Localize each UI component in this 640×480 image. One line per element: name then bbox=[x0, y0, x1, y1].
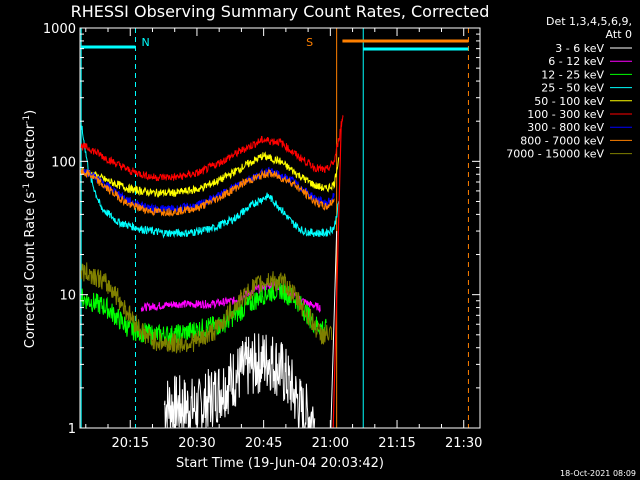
series-line-4 bbox=[80, 125, 340, 239]
y-tick-label: 100 bbox=[51, 155, 76, 170]
y-axis-label-mid: detector bbox=[23, 123, 38, 183]
series-line-8 bbox=[80, 168, 335, 218]
x-tick-label: 20:30 bbox=[178, 436, 215, 451]
series-line-5 bbox=[80, 151, 340, 198]
legend-label-4: 25 - 50 keV bbox=[541, 82, 604, 95]
legend-label-3: 12 - 25 keV bbox=[541, 68, 604, 81]
y-tick-label: 1 bbox=[68, 422, 76, 437]
plot-frame bbox=[79, 27, 481, 429]
y-axis-label-sup2: -1 bbox=[22, 115, 32, 124]
footer-timestamp: 18-Oct-2021 08:09 bbox=[560, 469, 636, 478]
flag-annotation-s: S bbox=[306, 36, 313, 49]
y-axis-label-sup1: -1 bbox=[22, 183, 32, 192]
x-tick-label: 20:15 bbox=[112, 436, 149, 451]
y-tick-label: 1000 bbox=[43, 22, 76, 37]
legend-label-7: 300 - 800 keV bbox=[527, 121, 604, 134]
flare-onset-spike bbox=[332, 121, 342, 429]
series-line-1 bbox=[163, 333, 316, 429]
legend-label-2: 6 - 12 keV bbox=[548, 55, 604, 68]
x-axis-label: Start Time (19-Jun-04 20:03:42) bbox=[176, 456, 384, 471]
series-line-9 bbox=[80, 262, 333, 354]
flag-annotation-n: N bbox=[141, 36, 149, 49]
series-line-6 bbox=[80, 114, 344, 182]
legend-label-9: 7000 - 15000 keV bbox=[506, 148, 604, 161]
flare-onset-spike-lowenergy bbox=[330, 231, 338, 429]
legend-label-8: 800 - 7000 keV bbox=[520, 134, 604, 147]
series-layer bbox=[80, 114, 344, 429]
y-tick-label: 10 bbox=[59, 289, 76, 304]
legend-header-line-1: Det 1,3,4,5,6,9, bbox=[546, 15, 632, 28]
x-tick-label: 21:15 bbox=[378, 436, 415, 451]
chart-title: RHESSI Observing Summary Count Rates, Co… bbox=[71, 2, 490, 21]
legend-header-line-2: Att 0 bbox=[606, 28, 632, 41]
y-axis-label: Corrected Count Rate (s-1 detector-1) bbox=[22, 110, 38, 348]
legend-label-5: 50 - 100 keV bbox=[534, 95, 604, 108]
y-axis-label-main: Corrected Count Rate (s bbox=[23, 192, 38, 349]
legend-label-1: 3 - 6 keV bbox=[555, 42, 604, 55]
x-tick-label: 20:45 bbox=[245, 436, 282, 451]
x-tick-label: 21:00 bbox=[312, 436, 349, 451]
y-axis-label-end: ) bbox=[23, 110, 38, 115]
x-tick-label: 21:30 bbox=[445, 436, 482, 451]
legend-label-6: 100 - 300 keV bbox=[527, 108, 604, 121]
axes-layer: 1 10 100 1000 20:15 20:30 20:45 21:00 21:15 21:30 bbox=[43, 22, 483, 451]
